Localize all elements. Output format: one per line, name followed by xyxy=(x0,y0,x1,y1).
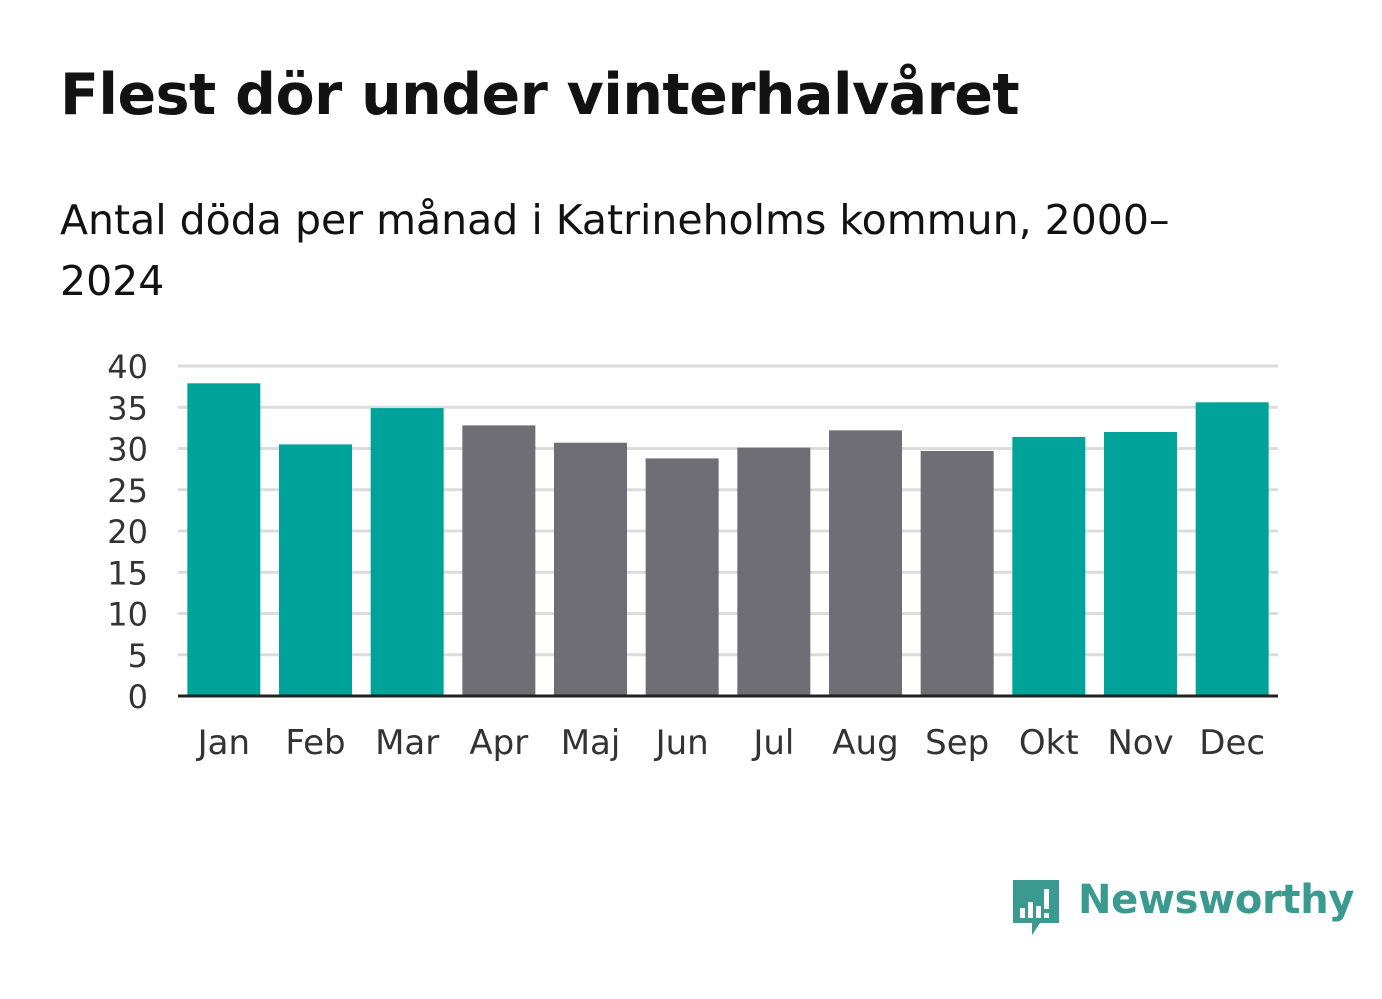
chart-subtitle: Antal döda per månad i Katrineholms komm… xyxy=(60,196,1170,305)
y-tick-label: 5 xyxy=(128,637,148,675)
newsworthy-logo[interactable]: Newsworthy xyxy=(1010,877,1355,939)
x-tick-label: Okt xyxy=(1019,723,1079,763)
x-tick-label: Jun xyxy=(654,723,709,763)
y-tick-label: 25 xyxy=(107,472,148,510)
bar-jun xyxy=(645,458,719,696)
bar-nov xyxy=(1104,432,1177,696)
newsworthy-logo-icon xyxy=(1013,880,1059,935)
y-tick-label: 0 xyxy=(128,678,148,716)
x-tick-label: Sep xyxy=(925,723,989,763)
gridlines xyxy=(178,364,1278,657)
bar-feb xyxy=(279,444,352,696)
bar-jan xyxy=(187,383,261,696)
y-tick-label: 10 xyxy=(107,596,148,634)
y-tick-label: 40 xyxy=(107,348,148,386)
x-tick-label: Dec xyxy=(1199,723,1265,763)
x-tick-label: Feb xyxy=(285,723,345,763)
x-tick-label: Maj xyxy=(561,723,621,763)
chart-title: Flest dör under vinterhalvåret xyxy=(60,62,1020,128)
bar-okt xyxy=(1012,436,1086,696)
bar-dec xyxy=(1195,402,1269,696)
bar-mar xyxy=(370,408,444,696)
x-tick-label: Nov xyxy=(1107,723,1173,763)
bar-aug xyxy=(829,430,902,696)
x-tick-label: Mar xyxy=(375,723,439,763)
x-tick-label: Jul xyxy=(751,723,794,763)
y-tick-label: 15 xyxy=(107,554,148,592)
bar-apr xyxy=(462,425,536,696)
y-tick-label: 20 xyxy=(107,513,148,551)
x-tick-label: Apr xyxy=(469,723,528,763)
bar-jul xyxy=(737,447,811,696)
brand-name: Newsworthy xyxy=(1078,877,1355,923)
bar-sep xyxy=(920,450,994,696)
x-tick-label: Jan xyxy=(196,723,250,763)
bar-maj xyxy=(554,442,627,696)
y-tick-label: 35 xyxy=(107,389,148,427)
x-axis-labels: Jan Feb Mar Apr Maj Jun Jul Aug Sep Okt Nov Dec xyxy=(196,723,1265,763)
x-tick-label: Aug xyxy=(832,723,898,763)
y-tick-label: 30 xyxy=(107,431,148,469)
bars xyxy=(187,383,1269,696)
